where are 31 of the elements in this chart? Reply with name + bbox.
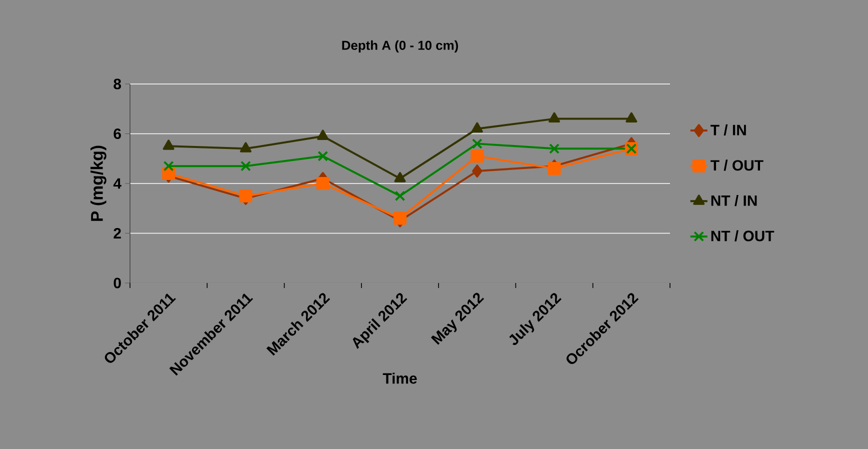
point: [240, 142, 252, 152]
point: [394, 172, 406, 182]
legend-label: T / OUT: [710, 160, 764, 171]
point: [548, 112, 560, 123]
point: [626, 112, 638, 123]
chart-title: Depth A (0 - 10 cm): [342, 40, 458, 52]
legend-label: NT / OUT: [711, 230, 774, 242]
point: [318, 150, 328, 162]
point: [470, 150, 484, 163]
x-axis-title: Time: [382, 372, 417, 384]
y-axis-title: P (mg/kg): [90, 146, 106, 221]
y-tick-label: 6: [114, 128, 121, 140]
y-tick-label: 0: [114, 278, 121, 288]
point: [472, 164, 482, 178]
point: [240, 160, 251, 172]
point: [316, 176, 330, 190]
y-tick-label: 4: [113, 178, 122, 189]
legend-label: T / IN: [710, 124, 746, 136]
point: [472, 138, 482, 149]
point: [239, 189, 252, 202]
y-tick-label: 2: [114, 228, 121, 238]
point: [394, 190, 406, 202]
legend-label: NT / IN: [711, 194, 757, 206]
point: [317, 130, 329, 140]
point: [549, 143, 560, 154]
point: [548, 162, 561, 176]
y-tick-label: 8: [114, 78, 122, 90]
point: [471, 122, 483, 133]
point: [162, 140, 174, 150]
point: [163, 160, 174, 172]
point: [394, 212, 407, 225]
